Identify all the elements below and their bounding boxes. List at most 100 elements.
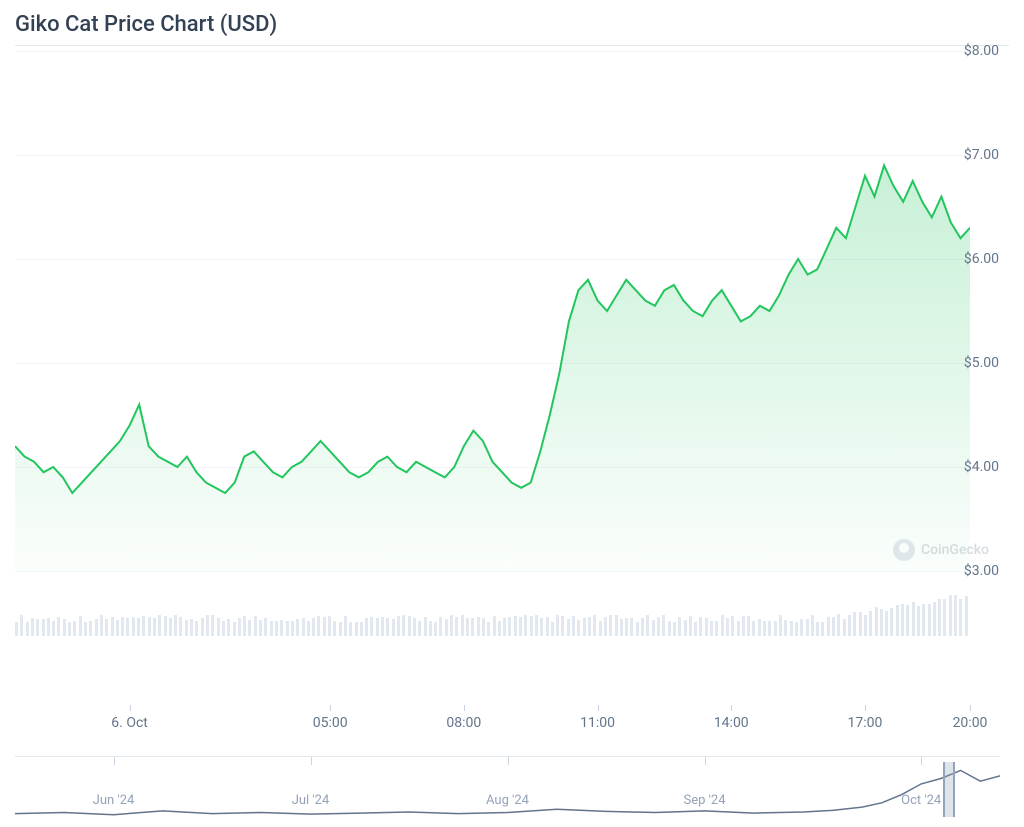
volume-bar	[286, 621, 289, 636]
volume-bar	[806, 619, 809, 636]
volume-bar	[477, 617, 480, 636]
x-tick-label: 20:00	[953, 715, 988, 731]
volume-bar	[620, 619, 623, 637]
volume-bar	[625, 618, 628, 636]
volume-bar	[185, 620, 188, 636]
volume-bar	[355, 622, 358, 636]
volume-bar	[270, 621, 273, 636]
volume-bar	[641, 618, 644, 636]
volume-bar	[248, 620, 251, 636]
volume-bar	[466, 618, 469, 636]
volume-bar	[577, 620, 580, 636]
volume-bar	[148, 617, 151, 636]
x-axis: 6. Oct05:0008:0011:0014:0017:0020:00	[15, 711, 1009, 741]
y-tick-label: $3.00	[964, 563, 999, 579]
y-tick-label: $4.00	[964, 459, 999, 475]
volume-bar	[47, 618, 50, 636]
volume-bar	[959, 599, 962, 636]
volume-bar	[890, 608, 893, 636]
y-axis: $8.00$7.00$6.00$5.00$4.00$3.00	[954, 51, 1009, 571]
volume-bar	[694, 622, 697, 636]
volume-bar	[811, 615, 814, 636]
mini-tick-line	[705, 757, 706, 765]
mini-tick-line	[114, 757, 115, 765]
volume-bar	[386, 618, 389, 636]
volume-bar	[450, 615, 453, 636]
x-tick-label: 14:00	[714, 715, 749, 731]
volume-bar	[238, 618, 241, 636]
volume-bar	[827, 617, 830, 636]
volume-bar	[524, 615, 527, 636]
y-tick-label: $8.00	[964, 43, 999, 59]
volume-bar	[439, 617, 442, 636]
volume-bar	[195, 621, 198, 636]
volume-bar	[434, 622, 437, 636]
volume-bar	[519, 617, 522, 636]
volume-bar	[206, 615, 209, 636]
volume-bar	[752, 621, 755, 636]
volume-bar	[445, 619, 448, 636]
overview-chart[interactable]: Jun '24Jul '24Aug '24Sep '24Oct '24	[15, 756, 1000, 826]
main-chart[interactable]: $8.00$7.00$6.00$5.00$4.00$3.00 CoinGecko	[15, 51, 1009, 571]
volume-bar	[259, 620, 262, 636]
volume-bar	[121, 617, 124, 636]
volume-bar	[392, 619, 395, 636]
mini-x-tick-label: Oct '24	[901, 793, 941, 808]
volume-bar	[885, 611, 888, 636]
volume-bar	[662, 615, 665, 636]
volume-bar	[530, 616, 533, 636]
x-tick-label: 05:00	[313, 715, 348, 731]
volume-bar	[52, 621, 55, 636]
volume-bar	[678, 617, 681, 636]
volume-bar	[408, 616, 411, 636]
volume-chart[interactable]	[15, 586, 970, 636]
volume-bar	[413, 618, 416, 636]
volume-bar	[302, 618, 305, 636]
volume-bar	[36, 619, 39, 636]
volume-bar	[68, 622, 71, 636]
volume-bar	[370, 617, 373, 636]
volume-bar	[222, 621, 225, 636]
volume-bar	[721, 615, 724, 636]
volume-bar	[508, 617, 511, 636]
volume-bar	[201, 618, 204, 636]
volume-bar	[774, 621, 777, 636]
x-tick-line	[598, 705, 599, 711]
volume-bar	[328, 616, 331, 636]
volume-bar	[132, 617, 135, 636]
volume-bar	[954, 595, 957, 636]
x-tick-label: 11:00	[580, 715, 615, 731]
volume-bar	[211, 615, 214, 636]
volume-bar	[583, 618, 586, 636]
y-tick-label: $7.00	[964, 147, 999, 163]
mini-tick-line	[311, 757, 312, 765]
volume-bar	[636, 622, 639, 636]
volume-bar	[684, 620, 687, 636]
x-tick-label: 08:00	[446, 715, 481, 731]
volume-bar	[546, 617, 549, 636]
volume-bar	[503, 618, 506, 636]
volume-bar	[604, 617, 607, 636]
volume-bar	[593, 615, 596, 636]
mini-tick-line	[508, 757, 509, 765]
volume-bar	[869, 611, 872, 636]
volume-bar	[349, 622, 352, 636]
volume-bar	[418, 621, 421, 636]
volume-bar	[174, 615, 177, 636]
volume-bar	[243, 616, 246, 636]
volume-bar	[20, 615, 23, 636]
volume-bar	[31, 618, 34, 636]
volume-bar	[142, 616, 145, 636]
volume-bar	[376, 618, 379, 636]
volume-bar	[116, 620, 119, 636]
volume-bar	[307, 621, 310, 636]
volume-bar	[254, 616, 257, 636]
volume-bar	[567, 619, 570, 636]
volume-bar	[95, 619, 98, 636]
range-selector-handle[interactable]	[943, 762, 955, 817]
volume-bar	[84, 622, 87, 636]
coingecko-icon	[893, 539, 915, 561]
volume-bar	[561, 616, 564, 636]
volume-bar	[493, 616, 496, 636]
volume-bar	[710, 621, 713, 636]
